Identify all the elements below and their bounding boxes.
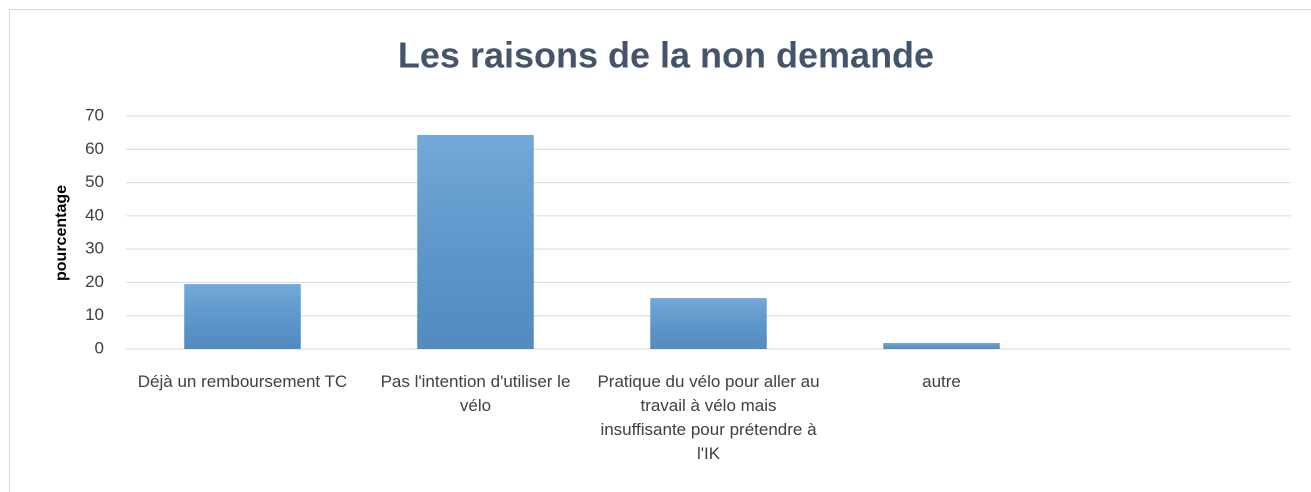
- y-tick-label: 20: [85, 272, 104, 291]
- chart-title: Les raisons de la non demande: [398, 35, 934, 76]
- bar: [417, 134, 534, 349]
- y-tick-label: 0: [95, 338, 104, 357]
- x-tick-label: Pratique du vélo pour aller au travail à…: [597, 372, 820, 463]
- y-tick-label: 40: [85, 205, 104, 224]
- bar: [650, 298, 767, 349]
- x-tick-label: Pas l'intention d'utiliser le vélo: [380, 372, 571, 415]
- y-tick-label: 30: [85, 239, 104, 258]
- y-tick-label: 10: [85, 305, 104, 324]
- x-tick-label: autre: [922, 372, 961, 391]
- y-tick-label: 50: [85, 172, 104, 191]
- chart-border: [9, 9, 1311, 492]
- y-axis-label: pourcentage: [53, 185, 70, 281]
- y-tick-label: 70: [85, 105, 104, 124]
- bar: [184, 284, 301, 349]
- bar: [883, 343, 1000, 349]
- y-tick-label: 60: [85, 139, 104, 158]
- x-tick-label: Déjà un remboursement TC: [137, 372, 348, 391]
